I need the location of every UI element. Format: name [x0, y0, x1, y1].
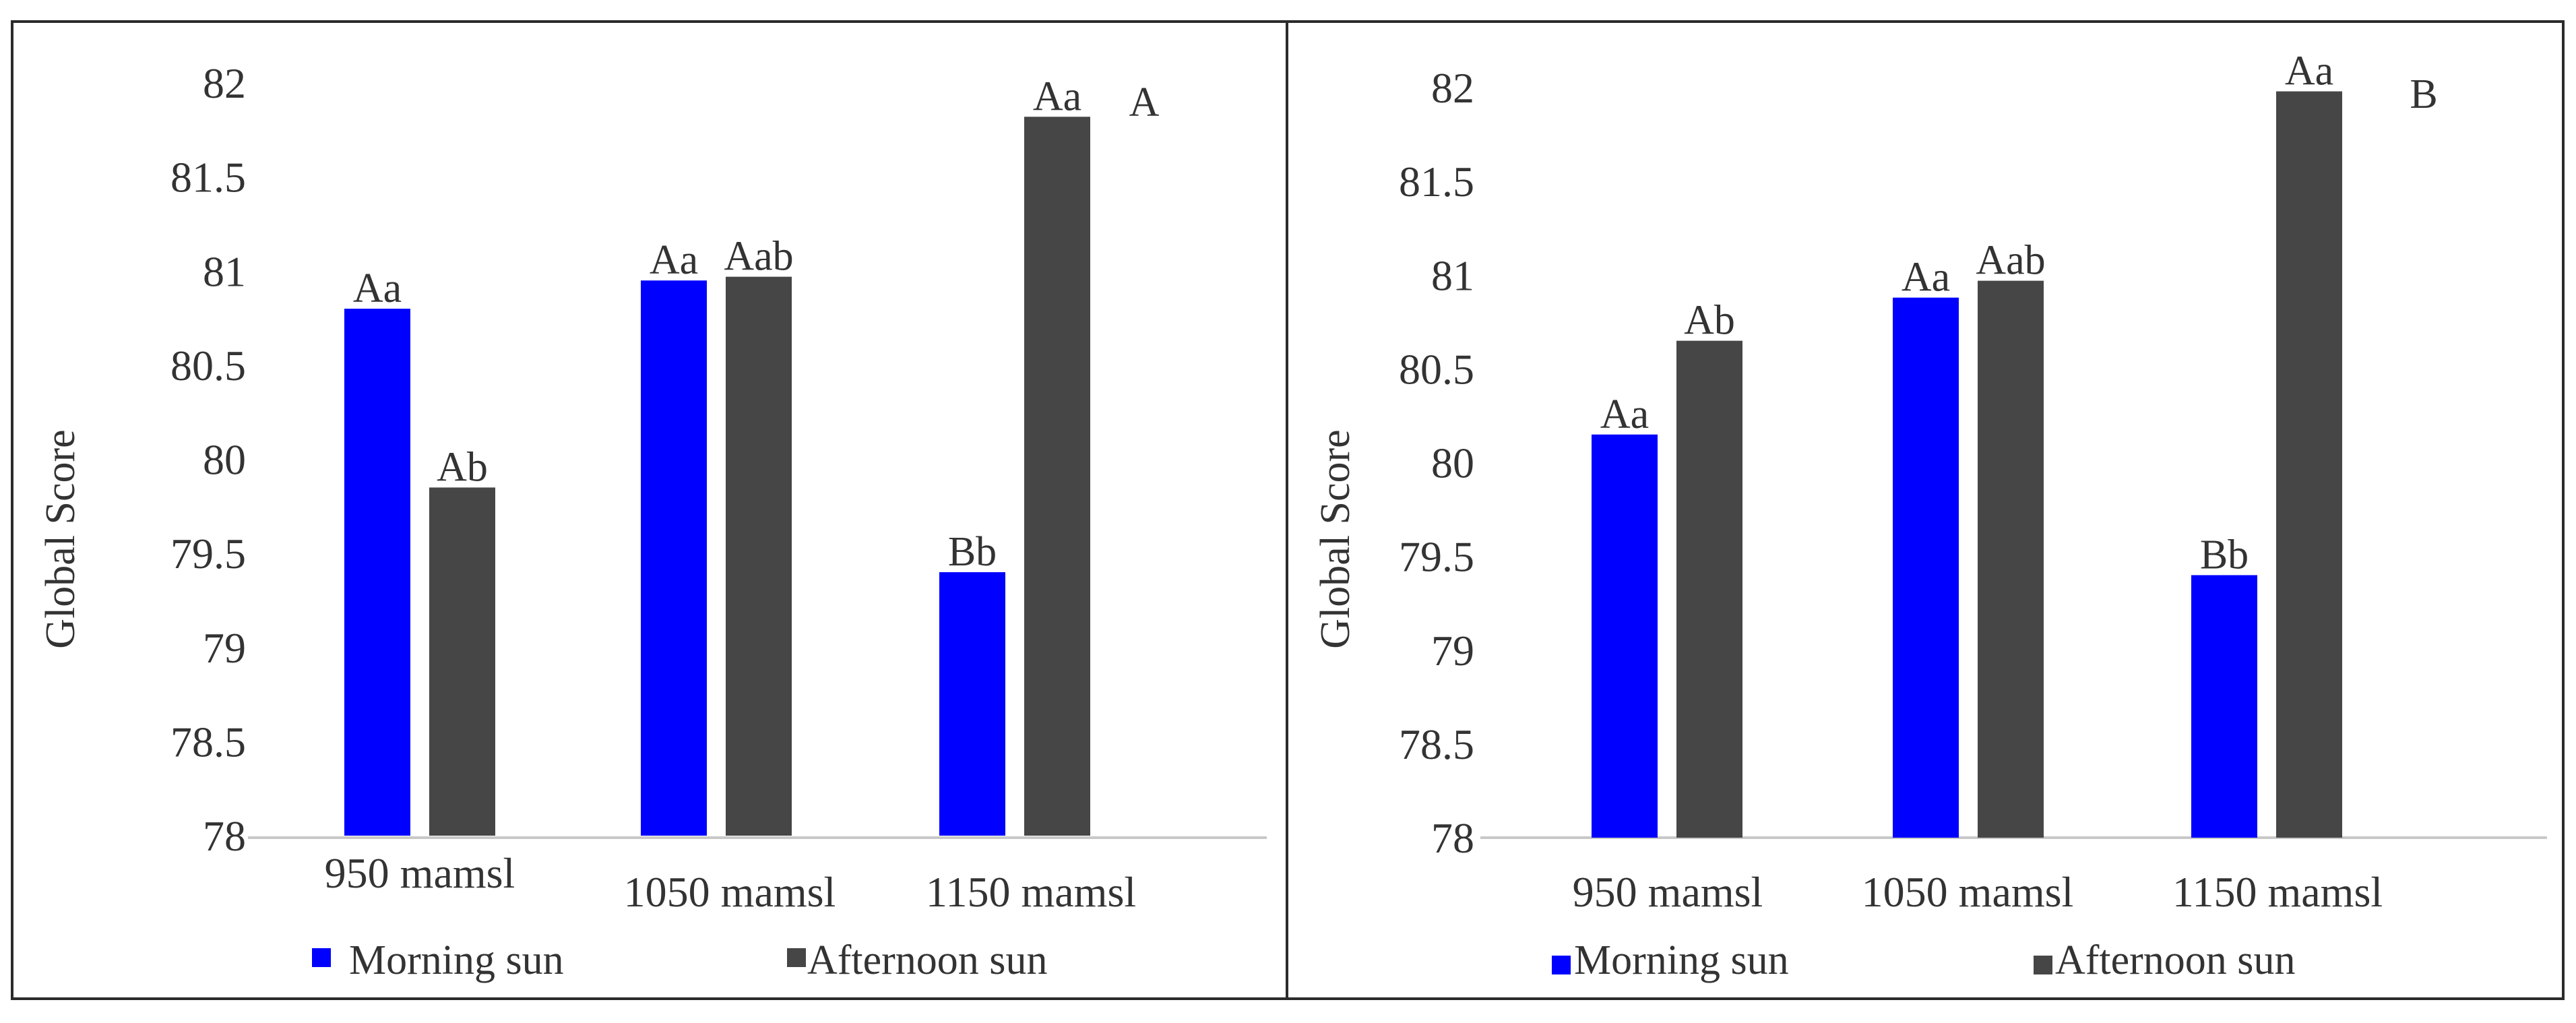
panel-b-bar-label: Aa	[2285, 49, 2333, 94]
panel-a-bar-afternoon-2	[1024, 117, 1090, 836]
panel-b-xtick-label: 1150 mamsl	[2172, 868, 2383, 916]
panel-a-bars	[344, 117, 1090, 836]
panel-b-legend: Morning sun Afternoon sun	[1552, 937, 2295, 983]
panel-a-bar-label: Ab	[437, 444, 488, 490]
panel-b-bar-labels: Aa Ab Aa Aab Bb Aa	[1600, 49, 2333, 578]
panel-a-ytick-label: 81.5	[170, 154, 246, 202]
panel-a-ytick-label: 80	[203, 436, 246, 484]
panel-a-ytick-label: 81	[203, 247, 246, 295]
panel-a-bar-morning-0	[344, 309, 410, 836]
panel-a-bar-label: Aa	[650, 237, 698, 283]
panel-a-bar-label: Bb	[948, 529, 997, 575]
legend-a-morning-swatch	[312, 948, 331, 967]
panel-a-bar-morning-2	[939, 572, 1005, 836]
panel-b-bars	[1592, 91, 2342, 838]
panel-b-bar-label: Aa	[1902, 255, 1950, 301]
panel-a-title: A	[1129, 80, 1160, 125]
panel-a-bar-labels: Aa Ab Aa Aab Bb Aa	[353, 73, 1081, 575]
panel-b-ytick-label: 80	[1431, 439, 1474, 487]
panel-b-ytick-label: 81.5	[1399, 158, 1474, 206]
panel-b-ytick-label: 79.5	[1399, 533, 1474, 581]
panel-a-ytick-label: 79.5	[170, 530, 246, 578]
panel-b-xtick-label: 1050 mamsl	[1862, 868, 2074, 916]
panel-b-bar-morning-2	[2191, 575, 2257, 838]
panel-a-ytick-label: 82	[203, 59, 246, 107]
panel-a-xtick-label: 1150 mamsl	[926, 868, 1136, 916]
panel-b-ytick-label: 79	[1431, 627, 1474, 675]
panel-a-ylabel: Global Score	[38, 429, 84, 648]
panel-a-bar-label: Aa	[353, 266, 402, 311]
panel-b-bar-label: Aab	[1976, 238, 2045, 284]
panel-b-ytick-label: 80.5	[1399, 345, 1474, 393]
panel-a-bar-label: Aab	[724, 234, 793, 280]
legend-a-afternoon-label: Afternoon sun	[807, 937, 1047, 983]
panel-b-ytick-label: 82	[1431, 64, 1474, 112]
panel-a-ytick-label: 79	[203, 624, 246, 672]
legend-a-morning-label: Morning sun	[349, 937, 564, 983]
panel-a-ytick-label: 78	[203, 812, 246, 860]
panel-b-yticks: 78 78.5 79 79.5 80 80.5 81 81.5 82	[1399, 64, 1474, 862]
panel-a-ytick-label: 78.5	[170, 718, 246, 766]
panel-a-legend: Morning sun Afternoon sun	[312, 937, 1047, 983]
panel-b-ytick-label: 78.5	[1399, 720, 1474, 768]
panel-a-xtick-label: 950 mamsl	[325, 849, 515, 897]
panel-b-xtick-label: 950 mamsl	[1573, 868, 1763, 916]
panel-a-ytick-label: 80.5	[170, 342, 246, 390]
panel-b-bar-label: Bb	[2200, 532, 2249, 578]
panel-b-bar-afternoon-2	[2276, 91, 2342, 838]
panel-a-bar-label: Aa	[1033, 73, 1081, 119]
legend-b-morning-label: Morning sun	[1574, 937, 1789, 983]
legend-b-afternoon-label: Afternoon sun	[2055, 937, 2295, 983]
panel-b-bar-morning-0	[1592, 434, 1658, 838]
panel-b-ytick-label: 78	[1431, 814, 1474, 862]
panel-b-title: B	[2410, 71, 2437, 117]
panel-a-yticks: 78 78.5 79 79.5 80 80.5 81 81.5 82	[170, 59, 246, 860]
panel-b-xticks: 950 mamsl 1050 mamsl 1150 mamsl	[1573, 868, 2383, 916]
panel-b-bar-morning-1	[1893, 297, 1959, 838]
panel-a-xtick-label: 1050 mamsl	[624, 868, 836, 916]
panel-a: A Global Score 78 78.5 79 79.5 80 80.5 81 81.5 8…	[38, 59, 1267, 983]
panel-b: B Global Score 78 78.5 79 79.5 80 80.5 81 81.5 8…	[1313, 49, 2547, 983]
panel-b-bar-afternoon-0	[1676, 340, 1742, 838]
panel-b-bar-label: Aa	[1600, 392, 1649, 437]
panel-b-bar-label: Ab	[1684, 298, 1735, 344]
panel-a-bar-afternoon-0	[429, 487, 495, 836]
panel-b-bar-afternoon-1	[1978, 280, 2044, 838]
panel-a-xticks: 950 mamsl 1050 mamsl 1150 mamsl	[325, 849, 1136, 916]
legend-a-afternoon-swatch	[787, 948, 806, 967]
panel-a-bar-afternoon-1	[726, 276, 792, 836]
panel-a-bar-morning-1	[641, 280, 707, 836]
panel-b-ylabel: Global Score	[1313, 429, 1358, 648]
panel-b-ytick-label: 81	[1431, 251, 1474, 299]
legend-b-afternoon-swatch	[2034, 956, 2052, 974]
legend-b-morning-swatch	[1552, 956, 1571, 974]
